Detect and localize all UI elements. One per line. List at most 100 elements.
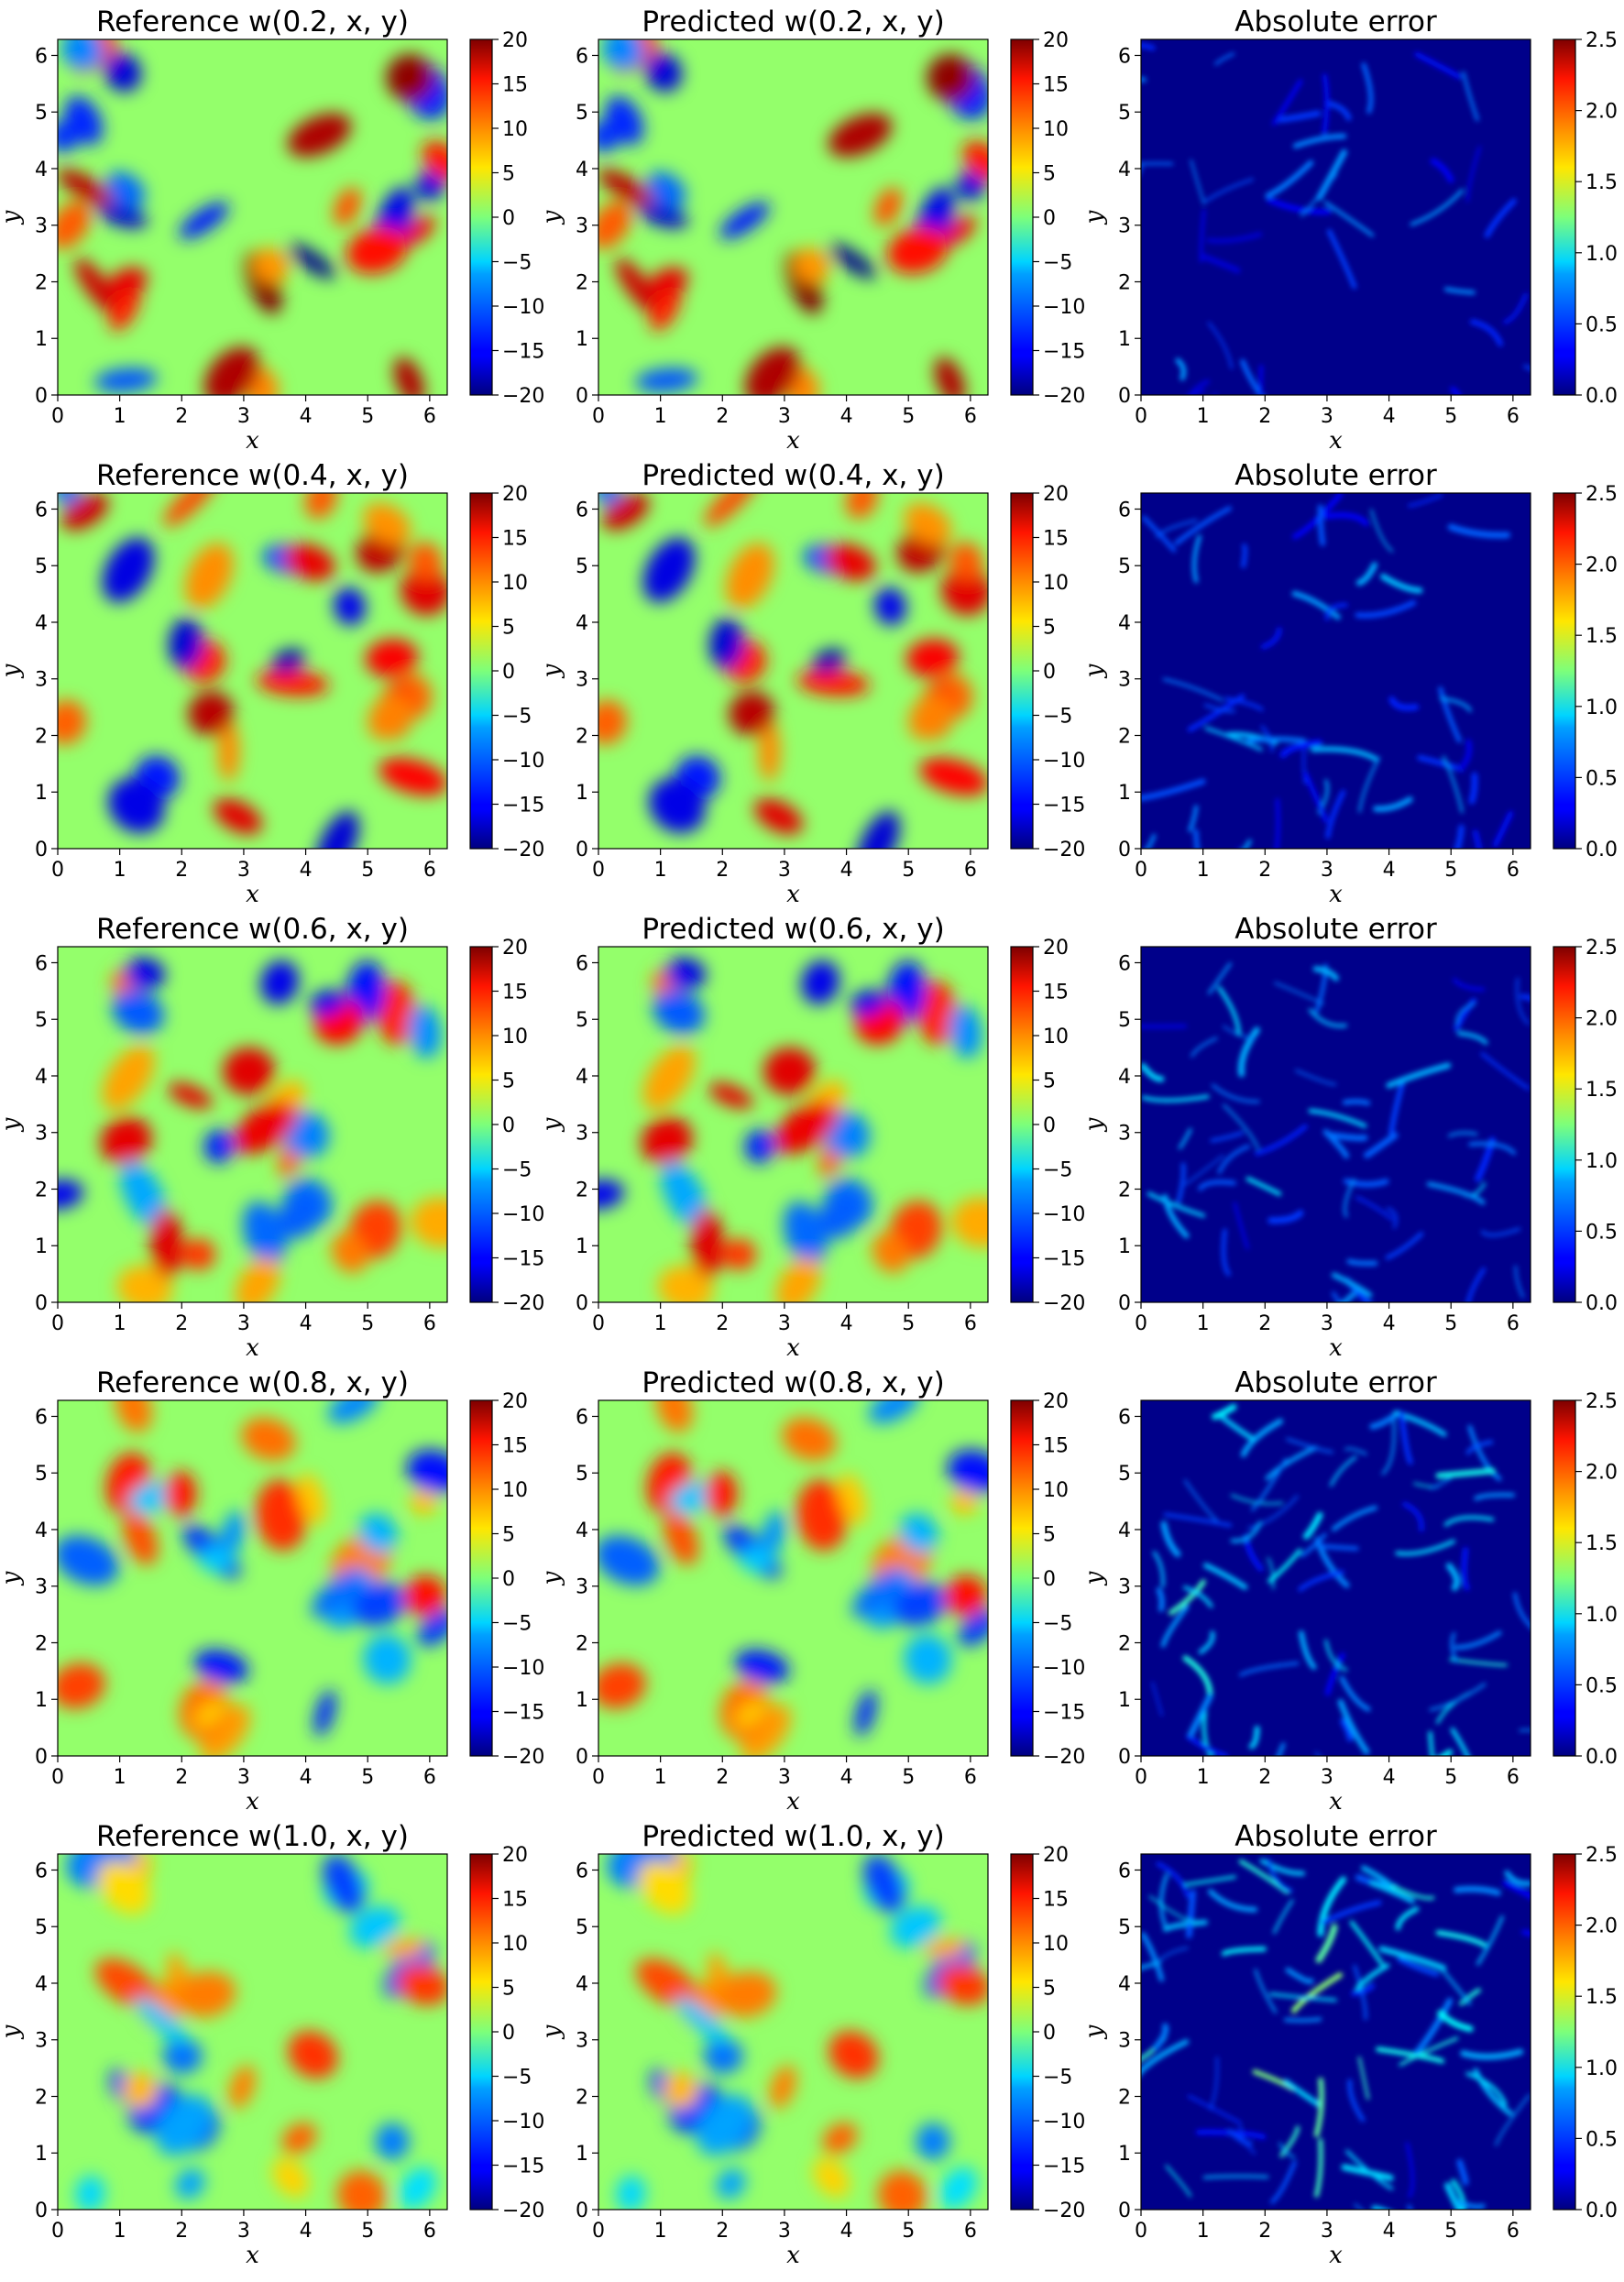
x-tick-label: 6 — [964, 859, 977, 882]
error-streak — [1286, 1437, 1333, 1454]
error-streak — [1183, 1479, 1218, 1522]
colorbar-tick-label: 0.5 — [1586, 1674, 1618, 1697]
vortex-blob — [375, 2123, 410, 2160]
vortex-blob — [365, 639, 419, 678]
error-streak — [1357, 2056, 1370, 2101]
vortex-blob — [272, 2157, 310, 2198]
y-tick-label: 3 — [576, 669, 588, 692]
error-streak — [1460, 2048, 1524, 2060]
error-streak — [1141, 1094, 1210, 1103]
vortex-blob — [234, 1101, 297, 1155]
error-streak — [1437, 2010, 1474, 2033]
error-streak — [1259, 1858, 1306, 1876]
colorbar-tick-label: 2.0 — [1586, 1008, 1618, 1031]
x-tick-label: 6 — [964, 1312, 977, 1335]
error-streak — [1443, 287, 1476, 295]
x-tick-label: 0 — [1135, 405, 1147, 428]
vortex-blob — [411, 1197, 447, 1248]
y-axis-label: y — [1081, 2024, 1108, 2039]
y-tick-label: 0 — [576, 2200, 588, 2222]
error-streak — [1270, 2160, 1297, 2204]
vortex-blob — [203, 1129, 235, 1164]
x-axis-label: x — [1329, 1788, 1343, 1816]
y-tick-label: 6 — [35, 499, 48, 521]
vortex-blob — [393, 357, 425, 395]
vortex-blob — [287, 113, 352, 158]
error-streak — [1388, 696, 1420, 711]
y-tick-label: 2 — [576, 271, 588, 294]
y-axis-label: y — [0, 1117, 25, 1132]
error-streak — [1339, 1675, 1371, 1712]
y-tick-label: 1 — [1118, 1235, 1131, 1258]
vortex-blob — [729, 691, 774, 736]
x-tick-label: 6 — [423, 1312, 436, 1335]
colorbar-tick-label: 1.0 — [1586, 2057, 1618, 2080]
vortex-blob — [150, 1209, 183, 1279]
vortex-blob — [783, 1201, 828, 1266]
error-streak — [1340, 1717, 1354, 1742]
error-streak — [1214, 52, 1235, 66]
x-tick-label: 5 — [361, 1312, 374, 1335]
x-tick-label: 5 — [1444, 1766, 1457, 1789]
x-axis-label: x — [1329, 427, 1343, 455]
panel-4-3: 0 1 2 3 4 5 6 0 1 2 3 4 5 6 x y Absolute error 2.5 2.0 1.5 1… — [1081, 1366, 1618, 1816]
panel-3-1: 0 1 2 3 4 5 6 0 1 2 3 4 5 6 x y Reference w(0.6, x, y) 20… — [0, 913, 544, 1362]
y-tick-label: 0 — [576, 1746, 588, 1769]
vortex-blob — [769, 2065, 796, 2109]
panel-5-3: 0 1 2 3 4 5 6 0 1 2 3 4 5 6 x y Absolute error 2.5 2.0 1.5 1… — [1081, 1820, 1618, 2269]
y-tick-label: 1 — [35, 1235, 48, 1258]
panel-title: Predicted w(1.0, x, y) — [642, 1820, 944, 1853]
vortex-blob — [97, 1860, 150, 1914]
error-streak — [1429, 1476, 1452, 1489]
y-tick-label: 6 — [35, 1406, 48, 1429]
x-tick-label: 0 — [1135, 859, 1147, 882]
vortex-blob — [112, 990, 164, 1034]
error-streak — [1329, 1455, 1357, 1487]
error-streak — [1202, 1709, 1213, 1756]
colorbar-tick-label: 15 — [502, 1889, 528, 1912]
error-streak — [1386, 1062, 1452, 1089]
x-tick-label: 4 — [300, 405, 313, 428]
vortex-blob — [217, 720, 240, 782]
x-axis-label: x — [246, 881, 259, 908]
error-streak — [1255, 1124, 1308, 1156]
error-streak — [1302, 746, 1307, 785]
vortex-blob — [220, 1510, 246, 1558]
y-axis-label: y — [538, 664, 565, 678]
error-streak — [1455, 1003, 1476, 1026]
vortex-blob — [404, 1574, 446, 1617]
vortex-blob — [334, 187, 361, 226]
axes-frame — [1140, 946, 1531, 1303]
colorbar-tick-label: 20 — [502, 483, 528, 506]
error-streak — [1204, 726, 1263, 752]
vortex-blob — [949, 542, 983, 581]
colorbar-tick-label: 2.5 — [1586, 483, 1618, 506]
vortex-blob — [396, 1964, 447, 2006]
vortex-blob — [350, 1581, 407, 1627]
vortex-blob — [744, 346, 801, 395]
colorbar-tick-label: −5 — [1043, 252, 1072, 275]
colorbar-tick-label: −5 — [502, 2067, 532, 2090]
colorbar — [1010, 1399, 1034, 1757]
vortex-blob — [904, 502, 952, 545]
error-streak — [1300, 1532, 1327, 1558]
y-tick-label: 0 — [35, 385, 48, 408]
axes-frame — [1140, 1399, 1531, 1757]
x-tick-label: 0 — [51, 1312, 64, 1335]
vortex-blob — [874, 187, 902, 226]
y-tick-label: 1 — [576, 782, 588, 805]
error-streak — [1355, 1963, 1390, 1991]
x-tick-label: 3 — [1321, 1766, 1333, 1789]
y-tick-label: 2 — [35, 271, 48, 294]
vortex-blob — [94, 1958, 158, 2008]
vortex-blob — [635, 1958, 698, 2008]
panel-title: Absolute error — [1234, 459, 1437, 492]
colorbar-tick-label: 15 — [502, 74, 528, 97]
error-streak — [1233, 1201, 1249, 1250]
colorbar-tick-label: 1.5 — [1586, 1532, 1618, 1555]
vortex-blob — [168, 618, 203, 669]
error-streak — [1438, 686, 1462, 743]
x-tick-label: 3 — [1321, 2220, 1333, 2243]
heatmap-field — [1141, 947, 1531, 1302]
axes-frame — [598, 492, 989, 850]
